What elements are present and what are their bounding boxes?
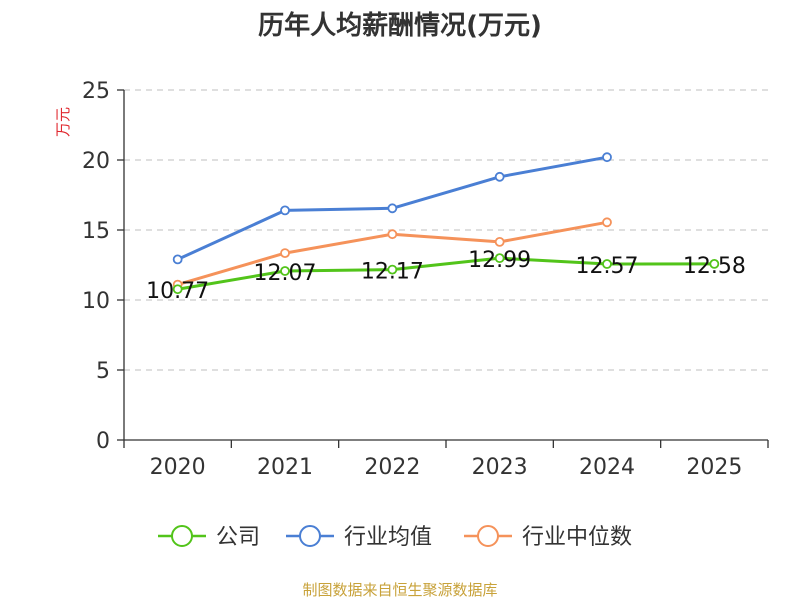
legend-marker-2 — [299, 525, 321, 547]
chart-title: 历年人均薪酬情况(万元) — [258, 10, 542, 41]
y-tick-label: 0 — [96, 429, 110, 454]
legend-label: 行业中位数 — [522, 525, 632, 550]
data-point — [172, 284, 183, 295]
data-labels: 10.77 12.07 12.17 12.99 12.57 12.58 — [146, 248, 746, 304]
y-tick-label: 5 — [96, 359, 110, 384]
series-line-1 — [177, 256, 715, 291]
data-label: 12.17 — [361, 260, 424, 285]
x-tick-label: 2025 — [686, 455, 742, 480]
data-point — [280, 266, 290, 276]
y-tick-label: 10 — [82, 289, 110, 314]
legend-label: 行业均值 — [344, 525, 432, 550]
data-label: 12.58 — [683, 254, 746, 279]
y-tick-label: 15 — [82, 219, 110, 244]
data-point — [602, 152, 612, 163]
data-point — [280, 205, 290, 216]
data-point — [602, 217, 612, 228]
y-tick-label: 25 — [82, 79, 110, 104]
data-label: 12.99 — [468, 248, 531, 273]
x-tick-label: 2024 — [579, 455, 635, 480]
gridlines — [124, 89, 768, 371]
data-point — [602, 259, 612, 269]
data-label: 10.77 — [146, 279, 209, 304]
legend-marker-1 — [171, 525, 193, 547]
data-point — [709, 258, 720, 269]
data-point — [280, 248, 290, 259]
y-tick-label: 20 — [82, 149, 110, 174]
legend: 公司 行业均值 行业中位数 — [158, 525, 632, 550]
x-tick-label: 2023 — [472, 455, 528, 480]
data-point — [387, 264, 398, 275]
data-label: 12.57 — [576, 254, 639, 279]
data-source-note: 制图数据来自恒生聚源数据库 — [302, 581, 497, 599]
data-point — [494, 253, 505, 264]
x-tick-label: 2022 — [364, 455, 420, 480]
data-point — [494, 236, 505, 247]
data-point — [494, 171, 505, 182]
legend-label: 公司 — [216, 525, 260, 550]
data-point — [387, 203, 398, 214]
y-axis-unit-label: 万元 — [54, 107, 72, 137]
series-lines — [172, 152, 720, 295]
x-tick-label: 2020 — [150, 455, 206, 480]
x-tick-label: 2021 — [257, 455, 313, 480]
legend-marker-3 — [477, 525, 499, 547]
data-point — [172, 254, 183, 265]
data-point — [387, 229, 398, 240]
data-label: 12.07 — [254, 261, 317, 286]
